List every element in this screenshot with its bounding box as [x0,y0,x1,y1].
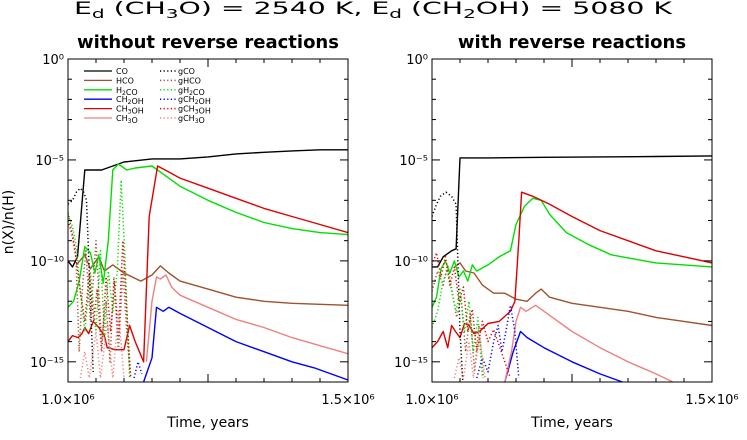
legend-label: HCO [116,76,134,85]
series-line-h2co [432,197,712,308]
legend-label-part: OH [199,97,211,106]
x-tick-label: 1.5×10⁶ [321,393,374,408]
legend-label-part: gCH [178,105,195,114]
legend-label: gCH3O [178,114,205,125]
series-line-ch3o [504,304,674,382]
legend-label-part: 2 [195,99,199,106]
y-tick-label: 10⁻¹⁰ [30,255,64,270]
series-line-hco [453,262,712,327]
x-tick-label: 1.0×10⁶ [41,393,94,408]
legend-label-part: gHCO [178,76,201,85]
series-line-gch3oh [68,220,132,379]
y-tick-label: 10⁻¹⁰ [394,255,428,270]
legend-label-part: CO [126,88,138,97]
legend-label: CO [116,67,128,76]
series-line-hco [75,254,348,306]
legend-label-part: 3 [195,109,199,116]
panel-title: with reverse reactions [458,32,686,53]
series-line-h2co [68,163,348,308]
legend-label-part: H [116,86,122,95]
panel-title: without reverse reactions [77,32,339,53]
x-tick-label: 1.0×10⁶ [405,393,458,408]
legend-label-part: gCH [178,114,195,123]
legend-label: gCH2OH [178,95,211,106]
legend-label-part: HCO [116,76,134,85]
y-tick-label: 10⁻¹⁵ [30,356,64,371]
series-line-gch2oh [133,361,143,379]
legend-label-part: CH [116,114,128,123]
y-tick-label: 10⁰ [406,53,428,68]
series-line-gh2co [68,179,131,379]
series-group [68,149,348,382]
series-line-ch2oh [504,330,623,382]
series-line-ghco [68,212,132,379]
series-line-ch3oh [68,165,348,363]
x-axis-label: Time, years [166,415,249,431]
series-group [432,155,712,382]
legend-label-part: OH [131,107,143,116]
series-line-ch3oh [432,191,712,349]
legend-label: H2CO [116,86,138,97]
x-tick-label: 1.5×10⁶ [685,393,738,408]
legend-label-part: 2 [128,99,132,106]
legend-label-part: 3 [128,118,132,125]
series-line-co [432,155,712,268]
series-line-gh2co [432,268,484,379]
x-axis-label: Time, years [530,415,613,431]
y-tick-label: 10⁻¹⁵ [394,356,428,371]
legend-label-part: gH [178,86,189,95]
legend-label: CH3OH [116,105,144,116]
legend-label-part: gCH [178,95,195,104]
legend-label-part: CH [116,95,128,104]
chart-panel-1: without reverse reactions 10⁻¹⁵ 10⁻¹⁰ 10⁻⁵ 1… [30,32,374,431]
series-line-gco [68,187,94,372]
y-axis-label: n(X)/n(H) [1,190,17,254]
legend-label-part: 2 [122,90,126,97]
legend-label: gH2CO [178,86,205,97]
legend-label: gCO [178,67,195,76]
series-line-gch3oh [432,252,512,379]
series-line-gco [432,191,464,382]
legend-label-part: O [199,116,205,125]
legend-label-part: 3 [128,109,132,116]
legend-label: gCH3OH [178,105,211,116]
legend-label-part: OH [131,97,143,106]
series-line-ch3o [145,274,348,362]
legend: COHCOH2COCH2OHCH3OHCH3OgCOgHCOgH2COgCH2O… [84,67,211,125]
legend-label: gHCO [178,76,201,85]
legend-label-part: 2 [189,90,193,97]
legend-label-part: CO [193,88,205,97]
series-line-gch3o [453,336,486,379]
legend-label: CH2OH [116,95,144,106]
y-tick-label: 10⁰ [42,53,64,68]
legend-label-part: CO [116,67,128,76]
legend-label-part: 3 [195,118,199,125]
y-tick-label: 10⁻⁵ [399,154,428,169]
legend-label-part: gCO [178,67,195,76]
legend-label-part: O [131,116,137,125]
legend-label-part: CH [116,105,128,114]
series-line-ch2oh [142,306,348,382]
legend-label-part: OH [199,107,211,116]
series-line-co [68,149,348,268]
y-tick-label: 10⁻⁵ [35,154,64,169]
legend-label: CH3O [116,114,138,125]
series-line-gch3o [79,310,125,379]
chart-panel-2: with reverse reactions 10⁻¹⁵ 10⁻¹⁰ 10⁻⁵ 10⁰ 1… [394,32,738,431]
